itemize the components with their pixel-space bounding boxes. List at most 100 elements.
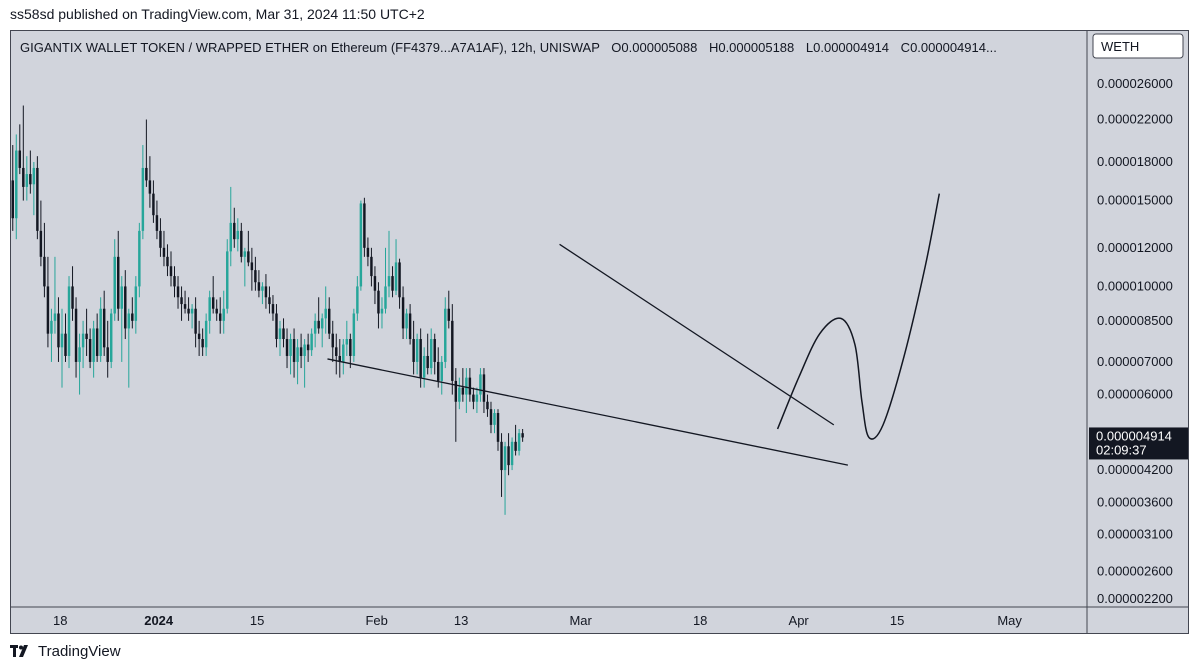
candle-body bbox=[440, 361, 443, 381]
candle-body bbox=[458, 387, 461, 402]
time-axis[interactable]: 18 2024 15 Feb 13 Mar 18 Apr 15 May bbox=[53, 613, 1022, 628]
price-tick-label: 0.000018000 bbox=[1097, 154, 1173, 169]
candle-body bbox=[437, 361, 440, 381]
candle-body bbox=[327, 308, 331, 334]
candle-body bbox=[85, 333, 88, 340]
candle-body bbox=[183, 304, 187, 309]
time-tick-label: May bbox=[997, 613, 1022, 628]
candle-body bbox=[148, 180, 152, 194]
candle-body bbox=[342, 344, 345, 362]
candle-body bbox=[236, 230, 240, 240]
candle-body bbox=[11, 180, 14, 219]
price-tick-label: 0.000012000 bbox=[1097, 240, 1173, 255]
candle-body bbox=[313, 320, 317, 334]
candle-body bbox=[39, 230, 43, 257]
candle-body bbox=[268, 297, 271, 305]
candle-body bbox=[479, 374, 482, 395]
price-tick-label: 0.000026000 bbox=[1097, 76, 1173, 91]
candle-body bbox=[106, 347, 109, 362]
published-caption: ss58sd published on TradingView.com, Mar… bbox=[10, 6, 425, 22]
candle-body bbox=[489, 409, 493, 425]
candle-body bbox=[78, 347, 81, 362]
candle-body bbox=[472, 394, 475, 402]
candle-body bbox=[138, 230, 141, 287]
candle-body bbox=[398, 262, 401, 298]
candle-body bbox=[517, 433, 521, 451]
candle-body bbox=[377, 290, 380, 314]
candle-body bbox=[352, 313, 356, 356]
price-tick-label: 0.000015000 bbox=[1097, 193, 1173, 208]
time-tick-label: 15 bbox=[250, 613, 264, 628]
price-tick-label: 0.000002600 bbox=[1097, 564, 1173, 579]
candle-body bbox=[124, 286, 127, 329]
candle-body bbox=[36, 167, 39, 231]
chart-panel[interactable]: GIGANTIX WALLET TOKEN / WRAPPED ETHER on… bbox=[10, 30, 1189, 634]
candle-body bbox=[296, 347, 299, 362]
candle-body bbox=[447, 308, 451, 321]
candle-body bbox=[415, 339, 419, 362]
candle-body bbox=[461, 387, 465, 395]
price-tick-label: 0.000010000 bbox=[1097, 278, 1173, 293]
close-value: 0.000004914... bbox=[910, 40, 997, 55]
candle-body bbox=[429, 339, 433, 369]
candle-body bbox=[363, 203, 366, 248]
candle-body bbox=[444, 308, 447, 362]
candle-body bbox=[510, 441, 514, 466]
candle-body bbox=[303, 344, 306, 356]
price-tick-label: 0.000004200 bbox=[1097, 462, 1173, 477]
time-tick-label: Apr bbox=[789, 613, 810, 628]
candle-body bbox=[335, 347, 338, 356]
candle-body bbox=[99, 308, 102, 356]
candle-body bbox=[43, 256, 46, 287]
candle-body bbox=[117, 256, 120, 309]
candle-body bbox=[204, 320, 208, 348]
open-value: 0.000005088 bbox=[621, 40, 697, 55]
candle-body bbox=[131, 313, 134, 321]
candle-body bbox=[243, 251, 247, 257]
candle-body bbox=[486, 401, 489, 410]
candle-body bbox=[493, 412, 496, 425]
candle-body bbox=[67, 286, 71, 356]
last-price-value: 0.000004914 bbox=[1096, 428, 1172, 443]
candles bbox=[11, 105, 524, 515]
last-price-label: 0.000004914 02:09:37 bbox=[1089, 427, 1188, 460]
candle-body bbox=[451, 320, 454, 381]
candle-body bbox=[271, 304, 275, 314]
candle-body bbox=[222, 308, 225, 321]
lower-trendline bbox=[327, 358, 849, 466]
currency-selector[interactable]: WETH bbox=[1092, 33, 1184, 59]
footer-brand: TradingView bbox=[38, 643, 121, 660]
candle-body bbox=[496, 412, 500, 442]
candle-body bbox=[162, 247, 166, 257]
candle-body bbox=[356, 286, 359, 314]
candle-body bbox=[187, 308, 190, 314]
candle-body bbox=[218, 313, 222, 321]
price-axis[interactable]: 0.000026000 0.000022000 0.000018000 0.00001… bbox=[1097, 76, 1173, 606]
low-value: 0.000004914 bbox=[813, 40, 889, 55]
price-tick-label: 0.000003600 bbox=[1097, 495, 1173, 510]
candle-body bbox=[190, 308, 194, 314]
currency-box[interactable] bbox=[1092, 33, 1184, 59]
currency-label[interactable]: WETH bbox=[1101, 39, 1139, 54]
candle-body bbox=[465, 377, 468, 395]
candle-body bbox=[71, 286, 74, 309]
candle-body bbox=[359, 203, 363, 287]
candle-body bbox=[254, 270, 257, 283]
candle-body bbox=[92, 328, 95, 362]
time-tick-label: 18 bbox=[53, 613, 67, 628]
time-tick-label: 13 bbox=[454, 613, 468, 628]
candle-body bbox=[503, 446, 507, 471]
price-tick-label: 0.000008500 bbox=[1097, 313, 1173, 328]
candle-body bbox=[412, 339, 415, 362]
candle-body bbox=[53, 313, 57, 321]
candle-body bbox=[180, 297, 183, 305]
candle-body bbox=[370, 256, 373, 277]
candle-body bbox=[433, 339, 436, 362]
candle-body bbox=[22, 167, 25, 187]
candle-body bbox=[408, 313, 412, 340]
price-chart[interactable]: GIGANTIX WALLET TOKEN / WRAPPED ETHER on… bbox=[11, 31, 1188, 633]
candle-body bbox=[275, 313, 278, 340]
candle-body bbox=[345, 339, 349, 345]
candle-body bbox=[134, 286, 138, 321]
candle-body bbox=[64, 333, 67, 356]
